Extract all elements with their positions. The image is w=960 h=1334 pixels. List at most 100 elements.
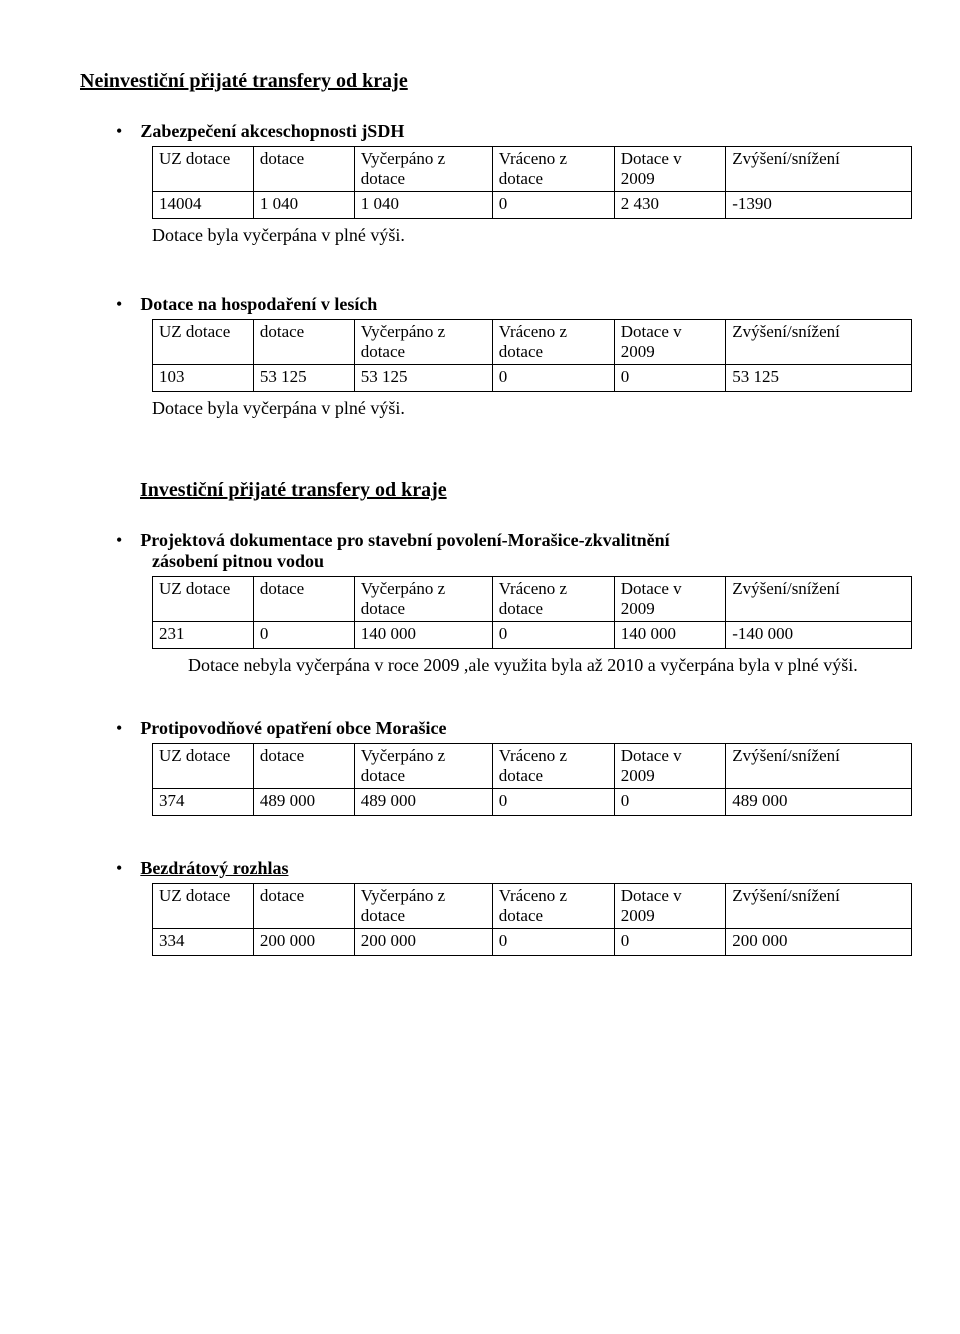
th-uz: UZ dotace (153, 320, 254, 365)
data-table: UZ dotace dotace Vyčerpáno z dotace Vrác… (152, 319, 912, 392)
td-dotace: 0 (253, 622, 354, 649)
th-zvyseni: Zvýšení/snížení (726, 147, 912, 192)
td-zvyseni: 200 000 (726, 929, 912, 956)
td-dotace2009: 0 (614, 929, 725, 956)
th-dotace2009: Dotace v 2009 (614, 577, 725, 622)
td-dotace: 1 040 (253, 192, 354, 219)
th-vraceno: Vráceno z dotace (492, 577, 614, 622)
table-header-row: UZ dotace dotace Vyčerpáno z dotace Vrác… (153, 147, 912, 192)
item-note: Dotace nebyla vyčerpána v roce 2009 ,ale… (188, 655, 880, 676)
th-vycerpano: Vyčerpáno z dotace (354, 320, 492, 365)
item-label: Zabezpečení akceschopnosti jSDH (140, 121, 404, 142)
td-dotace2009: 0 (614, 365, 725, 392)
td-vraceno: 0 (492, 622, 614, 649)
data-table: UZ dotace dotace Vyčerpáno z dotace Vrác… (152, 576, 912, 649)
bullet-icon: • (116, 295, 122, 313)
item-label: Protipovodňové opatření obce Morašice (140, 718, 446, 739)
th-vycerpano: Vyčerpáno z dotace (354, 884, 492, 929)
table-header-row: UZ dotace dotace Vyčerpáno z dotace Vrác… (153, 884, 912, 929)
item-1-0: • Zabezpečení akceschopnosti jSDH UZ dot… (80, 121, 880, 246)
td-uz: 14004 (153, 192, 254, 219)
data-table: UZ dotace dotace Vyčerpáno z dotace Vrác… (152, 146, 912, 219)
td-vycerpano: 489 000 (354, 789, 492, 816)
bullet-line: • Dotace na hospodaření v lesích (116, 294, 880, 315)
td-dotace2009: 140 000 (614, 622, 725, 649)
td-vraceno: 0 (492, 929, 614, 956)
td-uz: 103 (153, 365, 254, 392)
item-label: Dotace na hospodaření v lesích (140, 294, 377, 315)
td-vycerpano: 1 040 (354, 192, 492, 219)
bullet-line: • Projektová dokumentace pro stavební po… (116, 530, 880, 551)
th-dotace2009: Dotace v 2009 (614, 884, 725, 929)
item-2-2: • Bezdrátový rozhlas UZ dotace dotace Vy… (80, 858, 880, 956)
bullet-line: • Zabezpečení akceschopnosti jSDH (116, 121, 880, 142)
td-uz: 374 (153, 789, 254, 816)
table-row: 103 53 125 53 125 0 0 53 125 (153, 365, 912, 392)
td-vraceno: 0 (492, 789, 614, 816)
th-dotace: dotace (253, 320, 354, 365)
td-vycerpano: 140 000 (354, 622, 492, 649)
th-uz: UZ dotace (153, 147, 254, 192)
td-dotace: 200 000 (253, 929, 354, 956)
td-zvyseni: -140 000 (726, 622, 912, 649)
th-dotace: dotace (253, 744, 354, 789)
th-vycerpano: Vyčerpáno z dotace (354, 577, 492, 622)
item-note: Dotace byla vyčerpána v plné výši. (152, 225, 880, 246)
th-dotace2009: Dotace v 2009 (614, 147, 725, 192)
td-uz: 334 (153, 929, 254, 956)
table-header-row: UZ dotace dotace Vyčerpáno z dotace Vrác… (153, 577, 912, 622)
th-vycerpano: Vyčerpáno z dotace (354, 147, 492, 192)
th-dotace: dotace (253, 884, 354, 929)
item-2-0: • Projektová dokumentace pro stavební po… (80, 530, 880, 676)
th-vycerpano: Vyčerpáno z dotace (354, 744, 492, 789)
table-row: 231 0 140 000 0 140 000 -140 000 (153, 622, 912, 649)
item-1-1: • Dotace na hospodaření v lesích UZ dota… (80, 294, 880, 419)
td-vraceno: 0 (492, 192, 614, 219)
data-table: UZ dotace dotace Vyčerpáno z dotace Vrác… (152, 883, 912, 956)
td-zvyseni: 53 125 (726, 365, 912, 392)
th-zvyseni: Zvýšení/snížení (726, 577, 912, 622)
th-dotace: dotace (253, 577, 354, 622)
th-zvyseni: Zvýšení/snížení (726, 320, 912, 365)
th-zvyseni: Zvýšení/snížení (726, 744, 912, 789)
th-dotace: dotace (253, 147, 354, 192)
th-zvyseni: Zvýšení/snížení (726, 884, 912, 929)
th-uz: UZ dotace (153, 884, 254, 929)
th-dotace2009: Dotace v 2009 (614, 744, 725, 789)
td-dotace2009: 0 (614, 789, 725, 816)
table-row: 374 489 000 489 000 0 0 489 000 (153, 789, 912, 816)
data-table: UZ dotace dotace Vyčerpáno z dotace Vrác… (152, 743, 912, 816)
th-uz: UZ dotace (153, 744, 254, 789)
item-label: Bezdrátový rozhlas (140, 858, 288, 879)
bullet-icon: • (116, 859, 122, 877)
section1-title: Neinvestiční přijaté transfery od kraje (80, 70, 880, 93)
th-vraceno: Vráceno z dotace (492, 147, 614, 192)
item-note: Dotace byla vyčerpána v plné výši. (152, 398, 880, 419)
td-dotace2009: 2 430 (614, 192, 725, 219)
td-zvyseni: 489 000 (726, 789, 912, 816)
td-uz: 231 (153, 622, 254, 649)
table-row: 334 200 000 200 000 0 0 200 000 (153, 929, 912, 956)
th-vraceno: Vráceno z dotace (492, 320, 614, 365)
td-zvyseni: -1390 (726, 192, 912, 219)
item-2-1: • Protipovodňové opatření obce Morašice … (80, 718, 880, 816)
th-dotace2009: Dotace v 2009 (614, 320, 725, 365)
bullet-line: • Protipovodňové opatření obce Morašice (116, 718, 880, 739)
td-dotace: 53 125 (253, 365, 354, 392)
bullet-icon: • (116, 531, 122, 549)
td-vraceno: 0 (492, 365, 614, 392)
section2-title: Investiční přijaté transfery od kraje (140, 479, 880, 502)
table-row: 14004 1 040 1 040 0 2 430 -1390 (153, 192, 912, 219)
table-header-row: UZ dotace dotace Vyčerpáno z dotace Vrác… (153, 320, 912, 365)
th-vraceno: Vráceno z dotace (492, 744, 614, 789)
bullet-icon: • (116, 719, 122, 737)
item-label-line2: zásobení pitnou vodou (152, 551, 880, 572)
item-label: Projektová dokumentace pro stavební povo… (140, 530, 669, 551)
table-header-row: UZ dotace dotace Vyčerpáno z dotace Vrác… (153, 744, 912, 789)
bullet-icon: • (116, 122, 122, 140)
th-vraceno: Vráceno z dotace (492, 884, 614, 929)
th-uz: UZ dotace (153, 577, 254, 622)
bullet-line: • Bezdrátový rozhlas (116, 858, 880, 879)
td-vycerpano: 53 125 (354, 365, 492, 392)
td-dotace: 489 000 (253, 789, 354, 816)
